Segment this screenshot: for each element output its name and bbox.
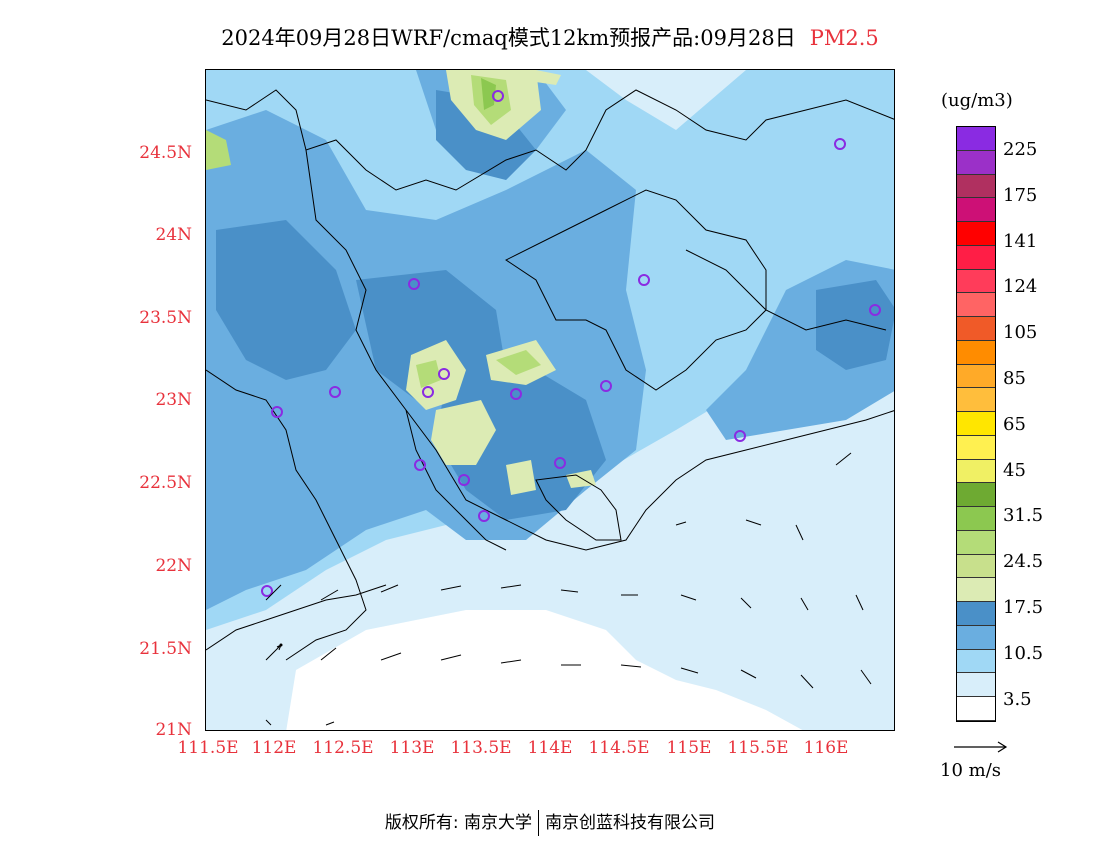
x-tick-label: 111.5E: [177, 738, 239, 758]
legend-label: 124: [1003, 276, 1038, 298]
legend-label: 17.5: [1003, 597, 1044, 618]
color-legend: [956, 126, 996, 722]
legend-swatch: [957, 293, 995, 318]
wind-reference-label: 10 m/s: [940, 760, 1001, 781]
legend-swatch: [957, 174, 995, 199]
map-canvas: [206, 70, 894, 730]
legend-swatch: [957, 412, 995, 436]
legend-swatch: [957, 198, 995, 223]
legend-swatch: [957, 340, 995, 365]
x-tick-label: 113.5E: [450, 738, 512, 758]
y-tick-label: 21N: [155, 720, 192, 740]
legend-swatch: [957, 127, 995, 151]
legend-swatch: [957, 602, 995, 626]
legend-swatch: [957, 388, 995, 413]
legend-label: 31.5: [1003, 505, 1044, 527]
legend-swatch: [957, 483, 995, 508]
wind-reference-arrow: [954, 741, 1008, 753]
legend-label: 85: [1003, 368, 1026, 389]
legend-swatch: [957, 435, 995, 460]
species-label: PM2.5: [809, 26, 879, 50]
legend-label: 175: [1003, 184, 1038, 206]
legend-label: 24.5: [1003, 551, 1044, 573]
legend-label: 65: [1003, 413, 1026, 435]
map-title: 2024年09月28日WRF/cmaq模式12km预报产品:09月28日 PM2.…: [0, 22, 1100, 52]
y-tick-label: 24N: [155, 225, 192, 245]
y-tick-label: 23N: [155, 390, 192, 410]
legend-label: 141: [1003, 230, 1038, 252]
legend-label: 3.5: [1003, 688, 1032, 710]
legend-swatch: [957, 554, 995, 579]
legend-swatch: [957, 530, 995, 555]
y-tick-label: 21.5N: [139, 639, 192, 659]
x-tick-label: 112.5E: [312, 738, 374, 758]
legend-unit: (ug/m3): [941, 90, 1013, 111]
copyright-text: 版权所有: 南京大学: [384, 813, 533, 833]
x-tick-label: 116E: [803, 738, 849, 758]
legend-swatch: [957, 245, 995, 270]
legend-swatch: [957, 317, 995, 341]
x-tick-label: 115E: [666, 738, 712, 758]
legend-swatch: [957, 222, 995, 246]
y-tick-label: 23.5N: [139, 308, 192, 328]
y-tick-label: 24.5N: [139, 143, 192, 163]
title-text: 2024年09月28日WRF/cmaq模式12km预报产品:09月28日: [221, 26, 796, 50]
x-tick-label: 115.5E: [727, 738, 789, 758]
legend-swatch: [957, 625, 995, 650]
y-tick-label: 22N: [155, 556, 192, 576]
legend-label: 45: [1003, 459, 1026, 481]
legend-label: 225: [1003, 139, 1038, 160]
legend-swatch: [957, 507, 995, 531]
company-text: 南京创蓝科技有限公司: [545, 813, 716, 833]
x-tick-label: 114E: [527, 738, 573, 758]
legend-label: 10.5: [1003, 642, 1044, 664]
legend-swatch: [957, 269, 995, 294]
legend-swatch: [957, 459, 995, 484]
legend-swatch: [957, 673, 995, 698]
footer: 版权所有: 南京大学 南京创蓝科技有限公司: [0, 808, 1100, 836]
y-tick-label: 22.5N: [139, 473, 192, 493]
legend-swatch: [957, 364, 995, 389]
pm25-map[interactable]: [205, 69, 895, 731]
x-tick-label: 112E: [251, 738, 297, 758]
footer-divider: [538, 810, 540, 836]
x-tick-label: 114.5E: [588, 738, 650, 758]
legend-swatch: [957, 578, 995, 603]
legend-swatch: [957, 649, 995, 674]
legend-swatch: [957, 150, 995, 175]
legend-label: 105: [1003, 322, 1038, 344]
legend-swatch: [957, 697, 995, 721]
x-tick-label: 113E: [389, 738, 435, 758]
